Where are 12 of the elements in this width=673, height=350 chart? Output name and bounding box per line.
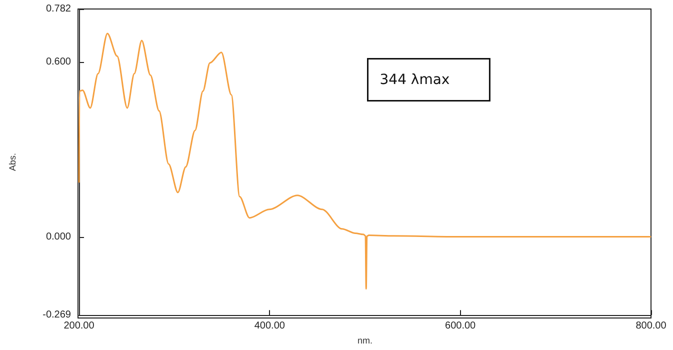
x-tick-label: 200.00 — [64, 320, 95, 332]
x-tick-label: 800.00 — [636, 320, 667, 332]
y-tick-label: 0.600 — [46, 56, 72, 68]
x-tick-label: 400.00 — [254, 320, 286, 332]
y-tick-label: -0.269 — [42, 310, 72, 321]
x-tick-label: 600.00 — [445, 320, 476, 332]
y-axis-title: Abs. — [8, 153, 18, 172]
y-tick-label: 0.000 — [46, 231, 72, 242]
line-series — [78, 32, 652, 290]
x-axis-title: nm. — [357, 336, 373, 346]
y-tick-label: 0.782 — [46, 4, 72, 14]
annotation: 344 λmax — [380, 72, 450, 88]
